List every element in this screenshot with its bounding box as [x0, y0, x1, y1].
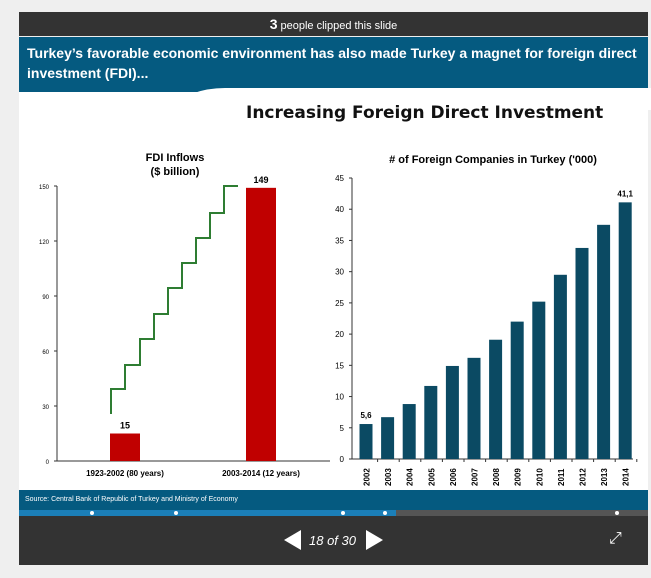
- x-tick-label: 2003-2014 (12 years): [222, 469, 300, 478]
- y-tick-label: 5: [340, 424, 345, 433]
- y-tick-label: 150: [39, 185, 50, 191]
- y-tick-label: 35: [335, 236, 344, 245]
- x-tick-label: 2003: [384, 468, 393, 486]
- clip-text: people clipped this slide: [280, 20, 398, 32]
- clip-count: 3: [269, 16, 278, 32]
- bar: [445, 365, 459, 459]
- next-slide-button[interactable]: [366, 530, 383, 550]
- x-tick-label: 1923-2002 (80 years): [86, 469, 164, 478]
- bar: [359, 424, 373, 459]
- x-tick-label: 2004: [406, 468, 415, 486]
- bar: [467, 357, 481, 459]
- data-label: 41,1: [617, 189, 633, 198]
- previous-slide-button[interactable]: [284, 530, 301, 550]
- bar: [532, 301, 546, 459]
- header-curve: [165, 88, 651, 110]
- y-tick-label: 60: [42, 350, 49, 356]
- x-tick-label: 2012: [579, 468, 588, 486]
- y-tick-label: 45: [335, 174, 344, 183]
- progress-bar[interactable]: [19, 510, 648, 516]
- y-tick-label: 30: [42, 405, 49, 411]
- bar: [424, 385, 438, 459]
- chart-title: # of Foreign Companies in Turkey ('000): [389, 154, 597, 166]
- y-tick-label: 40: [335, 205, 344, 214]
- bar: [618, 202, 632, 459]
- chart-title: FDI Inflows: [146, 152, 205, 164]
- x-tick-label: 2013: [600, 468, 609, 486]
- progress-marker[interactable]: [615, 511, 619, 515]
- slide-counter: 18 of 30: [309, 533, 356, 548]
- x-tick-label: 2011: [557, 468, 566, 486]
- bar: [553, 274, 567, 459]
- chart-subtitle: ($ billion): [151, 166, 200, 178]
- x-tick-label: 2010: [535, 468, 544, 486]
- progress-fill: [19, 510, 397, 516]
- source-note: Source: Central Bank of Republic of Turk…: [19, 490, 648, 510]
- bar: [246, 187, 276, 462]
- x-tick-label: 2014: [622, 468, 631, 486]
- x-tick-label: 2008: [492, 468, 501, 486]
- slide-title: Increasing Foreign Direct Investment: [246, 103, 604, 123]
- y-tick-label: 25: [335, 299, 344, 308]
- staircase-arrow: [110, 185, 238, 414]
- bar: [510, 321, 524, 459]
- progress-marker[interactable]: [174, 511, 178, 515]
- y-tick-label: 20: [335, 330, 344, 339]
- bar: [110, 433, 140, 461]
- fullscreen-icon[interactable]: ⤢: [609, 530, 622, 547]
- y-tick-label: 15: [335, 361, 344, 370]
- player-controls: 18 of 30 ⤢: [19, 516, 648, 565]
- bar: [489, 339, 503, 459]
- x-tick-label: 2007: [471, 468, 480, 486]
- y-tick-label: 10: [335, 393, 344, 402]
- fdi-chart: FDI Inflows ($ billion) 0 30 60 90 120 150 15 192…: [39, 152, 330, 478]
- bar: [402, 404, 416, 459]
- y-tick-label: 120: [39, 240, 50, 246]
- progress-marker[interactable]: [341, 511, 345, 515]
- clip-count-bar[interactable]: 3 people clipped this slide: [19, 12, 648, 36]
- header-text: Turkey’s favorable economic environment …: [27, 45, 637, 81]
- y-tick-label: 90: [42, 295, 49, 301]
- x-tick-label: 2009: [514, 468, 523, 486]
- y-tick-label: 0: [340, 455, 345, 464]
- data-label: 5,6: [360, 411, 372, 420]
- data-label: 149: [253, 175, 268, 185]
- x-tick-label: 2002: [363, 468, 372, 486]
- bar: [575, 247, 589, 459]
- data-label: 15: [120, 421, 130, 431]
- y-tick-label: 0: [46, 460, 50, 466]
- x-tick-label: 2005: [427, 468, 436, 486]
- x-tick-label: 2006: [449, 468, 458, 486]
- bar: [597, 224, 611, 459]
- bar: [381, 417, 395, 459]
- companies-chart: # of Foreign Companies in Turkey ('000) 0…: [335, 154, 638, 486]
- progress-marker[interactable]: [383, 511, 387, 515]
- progress-marker[interactable]: [90, 511, 94, 515]
- y-tick-label: 30: [335, 268, 344, 277]
